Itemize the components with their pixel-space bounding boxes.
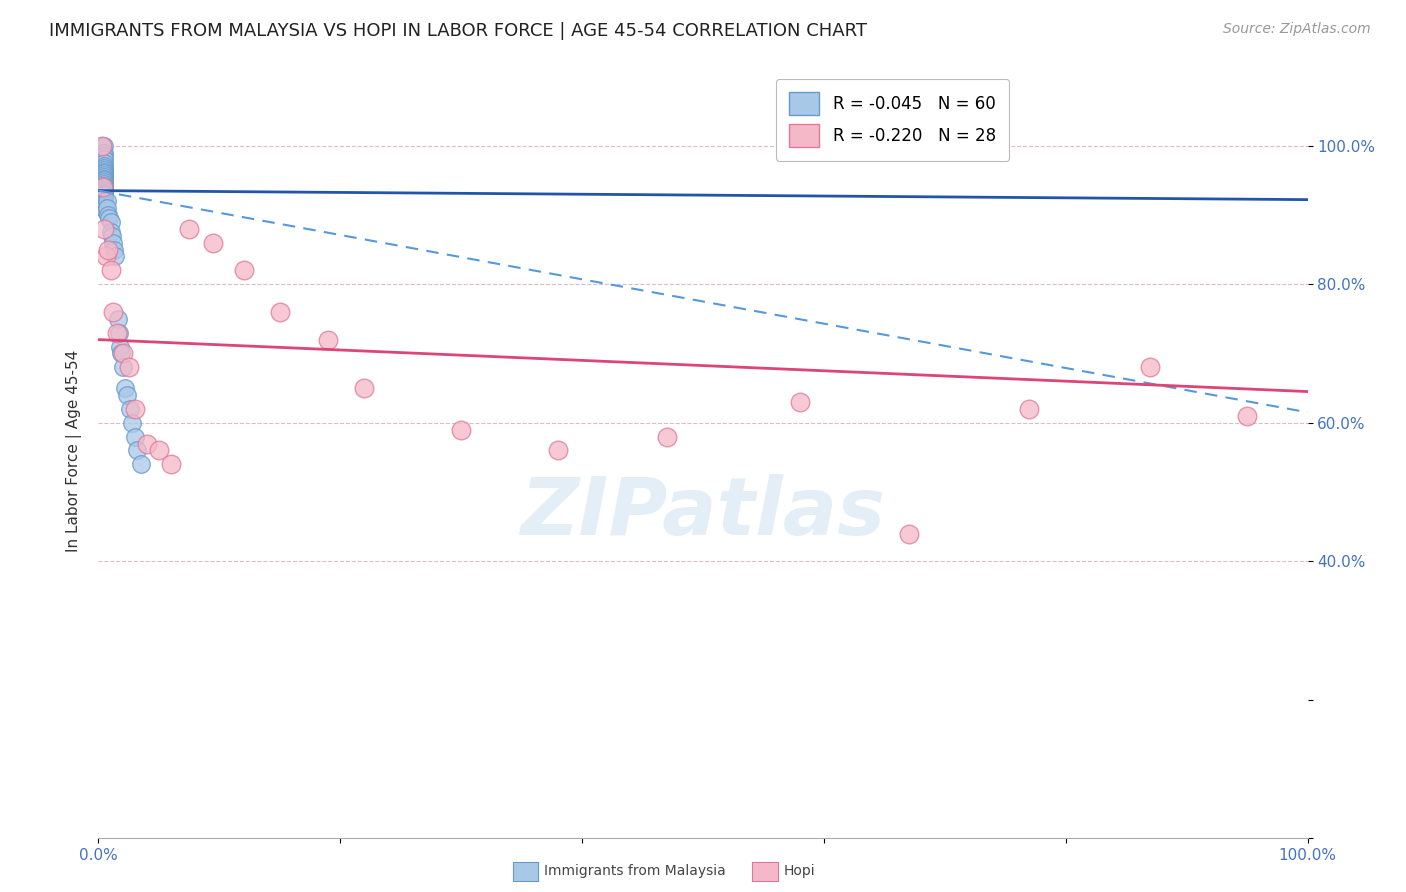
Point [108,326,131,340]
Point [93,197,115,211]
Legend: R = -0.045   N = 60, R = -0.220   N = 28: R = -0.045 N = 60, R = -0.220 N = 28 [776,78,1010,161]
Point [93,190,115,204]
Point [91,138,114,153]
Point [93,169,115,184]
Point [121,416,143,430]
Point [107,311,129,326]
Point [1236,409,1258,423]
Point [93,149,115,163]
Text: IMMIGRANTS FROM MALAYSIA VS HOPI IN LABOR FORCE | AGE 45-54 CORRELATION CHART: IMMIGRANTS FROM MALAYSIA VS HOPI IN LABO… [49,22,868,40]
Point [1018,401,1040,416]
Point [450,423,472,437]
Point [91,156,114,170]
Point [104,250,127,264]
Point [100,215,122,229]
Point [105,326,128,340]
Point [118,360,141,375]
Point [101,305,124,319]
Point [93,172,115,186]
Point [91,138,114,153]
Point [232,263,254,277]
Point [97,208,120,222]
Point [160,458,183,472]
Point [124,429,146,443]
Point [91,162,114,177]
Text: ZIPatlas: ZIPatlas [520,474,886,551]
Point [93,166,115,180]
Point [202,235,225,250]
Point [96,194,118,208]
Point [1139,360,1161,375]
Point [93,161,115,175]
Point [93,187,115,202]
Point [100,263,122,277]
Point [148,443,170,458]
Point [117,388,139,402]
Text: Hopi: Hopi [783,864,814,879]
Point [93,195,115,210]
Point [98,211,121,226]
Point [93,188,115,202]
Point [269,305,291,319]
Point [93,175,115,189]
Point [316,333,339,347]
Point [93,162,115,177]
Point [114,381,136,395]
Point [91,180,114,194]
Point [789,395,811,409]
Point [93,160,115,174]
Point [93,156,115,170]
Point [93,186,115,200]
Point [897,526,920,541]
Point [94,204,117,219]
Point [93,178,115,193]
Point [108,339,131,353]
Point [111,360,134,375]
Point [93,221,115,235]
Point [124,401,146,416]
Point [100,228,122,243]
Point [129,458,152,472]
Point [91,169,114,184]
Point [93,177,115,191]
Point [93,173,115,187]
Point [91,156,114,170]
Y-axis label: In Labor Force | Age 45-54: In Labor Force | Age 45-54 [66,350,82,551]
Point [97,243,120,257]
Text: Immigrants from Malaysia: Immigrants from Malaysia [544,864,725,879]
Point [118,401,141,416]
Text: Source: ZipAtlas.com: Source: ZipAtlas.com [1223,22,1371,37]
Point [547,443,569,458]
Point [93,153,115,167]
Point [353,381,375,395]
Point [135,436,157,450]
Point [91,145,114,160]
Point [100,225,122,239]
Point [93,180,115,194]
Point [96,201,118,215]
Point [90,166,112,180]
Point [93,168,115,182]
Point [93,184,115,198]
Point [111,346,134,360]
Point [103,243,125,257]
Point [93,201,115,215]
Point [127,443,149,458]
Point [93,165,115,179]
Point [93,181,115,195]
Point [93,138,115,153]
Point [93,145,115,160]
Point [101,235,124,250]
Point [655,429,678,443]
Point [93,193,115,207]
Point [110,346,132,360]
Point [179,221,201,235]
Point [93,194,115,208]
Point [94,250,117,264]
Point [93,200,115,214]
